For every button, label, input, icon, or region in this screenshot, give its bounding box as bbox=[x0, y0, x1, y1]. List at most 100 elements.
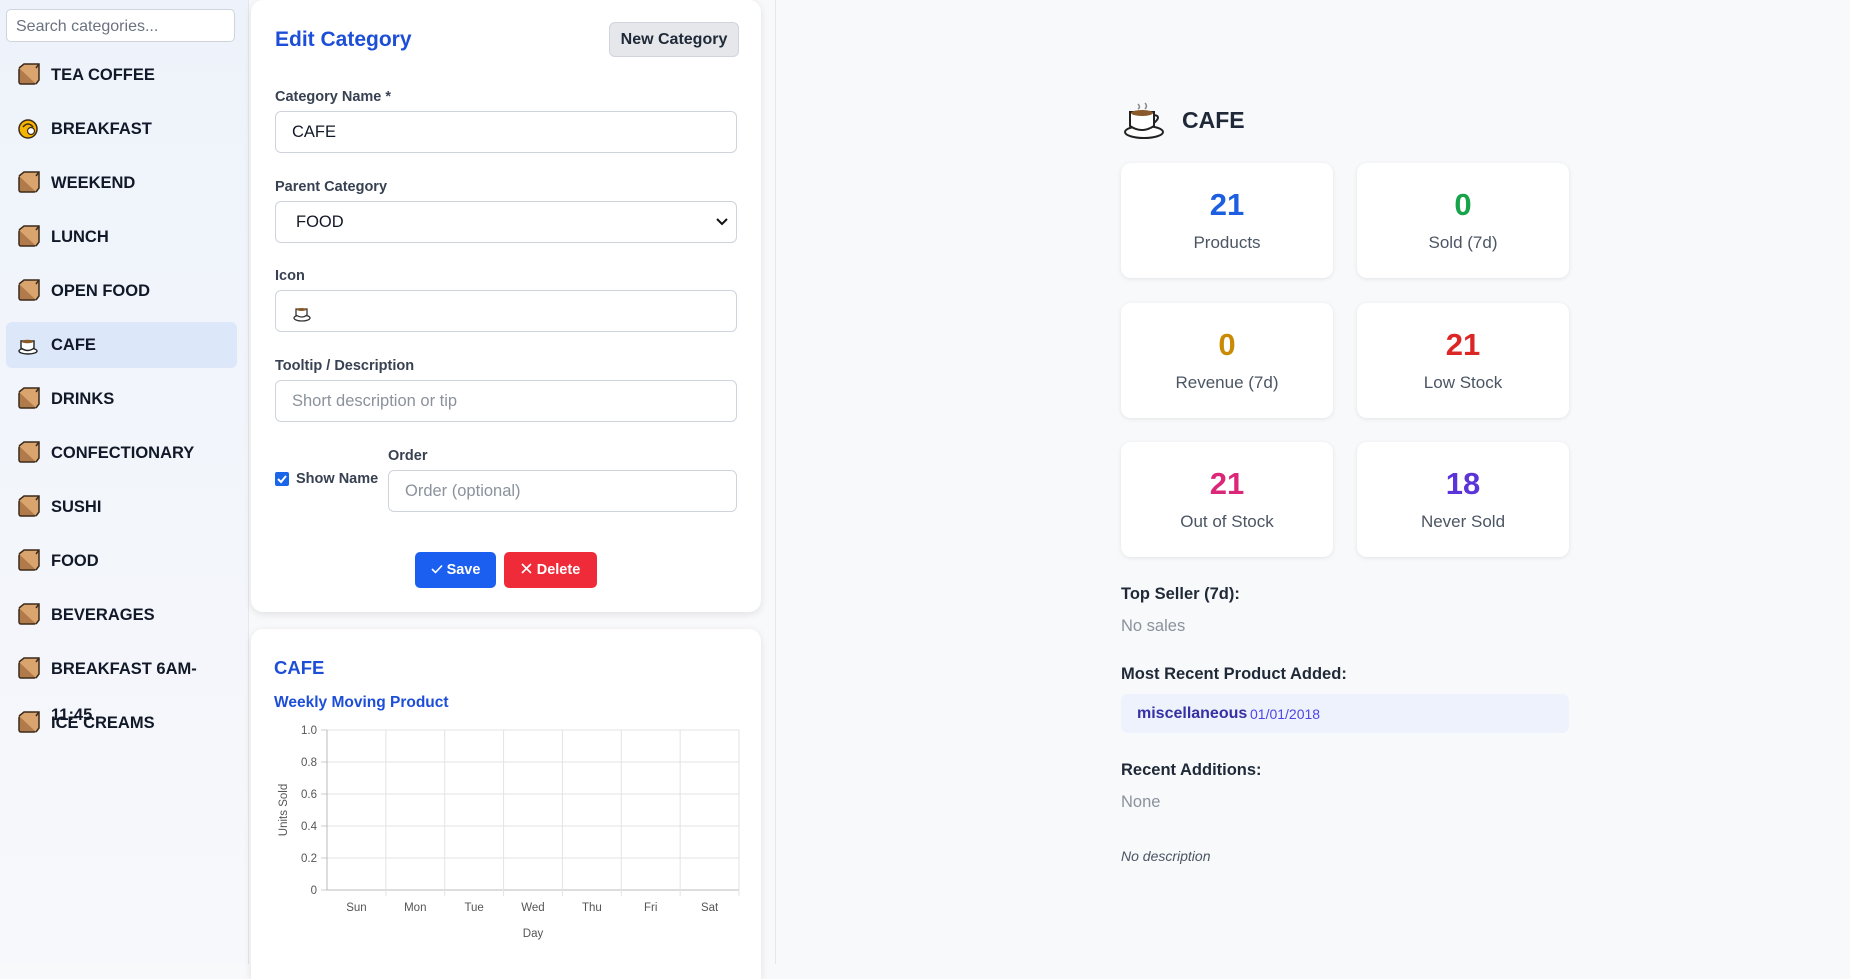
stat-card: 18 Never Sold bbox=[1357, 442, 1569, 557]
chevron bbox=[716, 218, 728, 226]
category-icon bbox=[18, 63, 40, 85]
summary-icon bbox=[1124, 102, 1164, 139]
category-icon bbox=[18, 387, 40, 409]
description: No description bbox=[1121, 848, 1211, 864]
category-label: CONFECTIONARY bbox=[51, 444, 195, 462]
category-label: OPEN FOOD bbox=[51, 282, 151, 300]
x-tick-label: Mon bbox=[404, 902, 426, 914]
category-item[interactable]: LUNCH bbox=[6, 214, 237, 260]
category-item[interactable]: BREAKFAST 6AM-11:45 bbox=[6, 646, 237, 724]
show-name-checkbox[interactable] bbox=[275, 472, 289, 486]
x-tick-label: Sat bbox=[701, 902, 719, 914]
y-axis-label: Units Sold bbox=[278, 784, 290, 836]
x-tick-label: Tue bbox=[464, 902, 483, 914]
stat-value: 18 bbox=[1445, 466, 1481, 501]
category-label: BEVERAGES bbox=[51, 606, 155, 624]
name-label: Category Name * bbox=[275, 89, 392, 105]
category-label: TEA COFFEE bbox=[51, 66, 155, 84]
category-icon bbox=[18, 171, 40, 193]
category-item[interactable]: WEEKEND bbox=[6, 160, 237, 206]
category-label: CAFE bbox=[51, 336, 96, 354]
category-icon bbox=[18, 225, 40, 247]
stat-card: 21 Out of Stock bbox=[1121, 442, 1333, 557]
parent-select[interactable]: FOOD bbox=[275, 201, 737, 243]
chart-title: Weekly Moving Product bbox=[274, 694, 449, 711]
top-seller-label: Top Seller (7d): bbox=[1121, 585, 1240, 603]
stat-value: 21 bbox=[1209, 466, 1245, 501]
new-category-button[interactable]: New Category bbox=[609, 22, 739, 57]
category-label: WEEKEND bbox=[51, 174, 136, 192]
stat-value: 21 bbox=[1209, 187, 1245, 222]
category-icon bbox=[18, 603, 40, 625]
cup-icon bbox=[293, 308, 311, 322]
edit-card: Edit Category New Category Category Name… bbox=[251, 0, 761, 612]
category-item[interactable]: CONFECTIONARY bbox=[6, 430, 237, 476]
category-label: BREAKFAST 6AM-11:45 bbox=[51, 660, 197, 724]
category-icon bbox=[18, 119, 38, 139]
y-tick-label: 1.0 bbox=[301, 725, 317, 737]
search-input[interactable]: Search categories... bbox=[6, 9, 235, 42]
category-item[interactable]: ICE CREAMS bbox=[6, 700, 237, 746]
category-icon bbox=[18, 495, 40, 517]
y-tick-label: 0.2 bbox=[301, 853, 317, 865]
recent-product-label: Most Recent Product Added: bbox=[1121, 665, 1347, 683]
summary-panel: CAFE Top Seller (7d): No sales Most Rece… bbox=[775, 0, 1850, 964]
stat-label: Products bbox=[1193, 233, 1261, 252]
stat-value: 21 bbox=[1445, 326, 1481, 362]
order-input[interactable]: Order (optional) bbox=[388, 470, 737, 512]
icon-label: Icon bbox=[275, 268, 305, 284]
category-item[interactable]: DRINKS bbox=[6, 376, 237, 422]
y-tick-label: 0 bbox=[311, 885, 317, 897]
category-icon bbox=[18, 339, 38, 355]
name-input[interactable]: CAFE bbox=[275, 111, 737, 153]
stat-value: 0 bbox=[1218, 326, 1236, 362]
category-item[interactable]: CAFE bbox=[6, 322, 237, 368]
chart-card: CAFE bbox=[251, 629, 761, 979]
parent-label: Parent Category bbox=[275, 179, 388, 195]
form-title: Edit Category bbox=[275, 28, 412, 51]
chart: Weekly Moving Product 0 0.2 0.4 0.6 0.8 1.0 Sun… bbox=[274, 694, 740, 940]
stat-label: Low Stock bbox=[1423, 372, 1503, 392]
stat-label: Out of Stock bbox=[1180, 512, 1274, 531]
recent-product-name[interactable]: miscellaneous bbox=[1137, 705, 1248, 722]
category-label: SUSHI bbox=[51, 498, 102, 516]
stat-card: 0 Sold (7d) bbox=[1357, 163, 1569, 278]
icon-input[interactable] bbox=[275, 290, 737, 332]
x-tick-label: Wed bbox=[521, 902, 544, 914]
category-item[interactable]: BREAKFAST bbox=[6, 106, 237, 152]
save-button[interactable]: Save bbox=[415, 552, 496, 588]
show-name-label: Show Name bbox=[296, 471, 379, 487]
y-tick-label: 0.4 bbox=[301, 821, 318, 833]
category-label: LUNCH bbox=[51, 228, 109, 246]
delete-button[interactable]: Delete bbox=[504, 552, 597, 588]
tooltip-label: Tooltip / Description bbox=[275, 358, 415, 374]
category-icon bbox=[18, 657, 40, 679]
stat-label: Revenue (7d) bbox=[1175, 372, 1279, 392]
category-item[interactable]: BEVERAGES bbox=[6, 592, 237, 638]
category-icon bbox=[18, 549, 40, 571]
stat-card: 21 Products bbox=[1121, 163, 1333, 278]
category-label: ICE CREAMS bbox=[51, 714, 155, 732]
delete-label: Delete bbox=[536, 562, 581, 578]
y-tick-label: 0.6 bbox=[301, 789, 317, 801]
category-item[interactable]: FOOD bbox=[6, 538, 237, 584]
category-icon bbox=[18, 279, 40, 301]
category-icon bbox=[18, 711, 40, 733]
chart-card-heading: CAFE bbox=[274, 657, 325, 678]
category-label: FOOD bbox=[51, 552, 99, 570]
parent-value: FOOD bbox=[296, 213, 344, 231]
category-item[interactable]: TEA COFFEE bbox=[6, 52, 237, 98]
recent-additions-label: Recent Additions: bbox=[1121, 761, 1262, 779]
category-item[interactable]: SUSHI bbox=[6, 484, 237, 530]
tooltip-input[interactable]: Short description or tip bbox=[275, 380, 737, 422]
category-label: DRINKS bbox=[51, 390, 115, 408]
recent-product-box: miscellaneous 01/01/2018 bbox=[1121, 694, 1569, 733]
stat-value: 0 bbox=[1454, 187, 1472, 222]
sidebar: Search categories... TEA COFFEE BREAKFAST… bbox=[0, 0, 249, 964]
stat-card: 0 Revenue (7d) bbox=[1121, 302, 1333, 418]
x-tick-label: Thu bbox=[582, 902, 602, 914]
category-item[interactable]: OPEN FOOD bbox=[6, 268, 237, 314]
stat-label: Sold (7d) bbox=[1428, 233, 1498, 252]
summary-title: CAFE bbox=[1182, 107, 1245, 133]
